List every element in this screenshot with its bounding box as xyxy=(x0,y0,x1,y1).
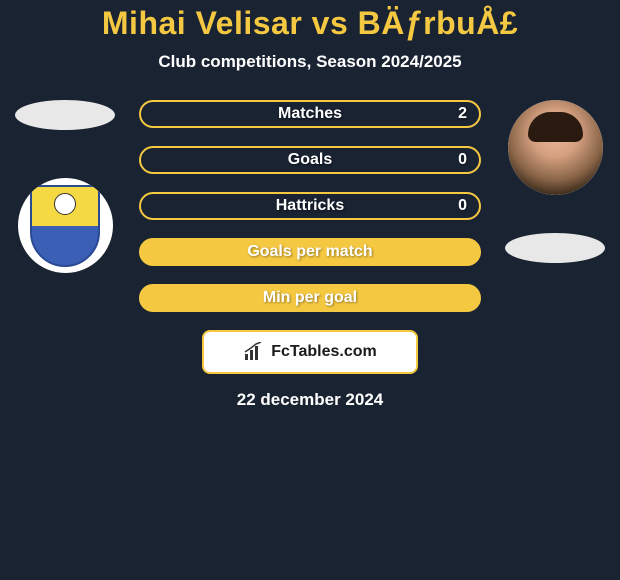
stat-right-value: 2 xyxy=(458,105,467,123)
stat-label: Goals per match xyxy=(247,243,372,261)
brand-text: FcTables.com xyxy=(271,343,377,361)
stat-label: Min per goal xyxy=(263,289,357,307)
stat-row-matches: Matches 2 xyxy=(139,100,481,128)
stat-row-min-per-goal: Min per goal xyxy=(139,284,481,312)
stat-row-goals-per-match: Goals per match xyxy=(139,238,481,266)
stat-row-hattricks: Hattricks 0 xyxy=(139,192,481,220)
stats-column: Matches 2 Goals 0 Hattricks 0 Goals per … xyxy=(139,100,481,312)
subtitle: Club competitions, Season 2024/2025 xyxy=(0,52,620,72)
petrolul-badge-icon xyxy=(30,185,100,267)
stat-label: Goals xyxy=(288,151,332,169)
main-area: Matches 2 Goals 0 Hattricks 0 Goals per … xyxy=(0,100,620,312)
chart-icon xyxy=(243,342,267,362)
date: 22 december 2024 xyxy=(0,390,620,410)
title: Mihai Velisar vs BÄƒrbuÅ£ xyxy=(0,5,620,42)
stat-right-value: 0 xyxy=(458,197,467,215)
right-player-team-badge xyxy=(505,233,605,263)
stat-right-value: 0 xyxy=(458,151,467,169)
stat-row-goals: Goals 0 xyxy=(139,146,481,174)
left-player-avatar xyxy=(15,100,115,130)
left-player-team-badge xyxy=(18,178,113,273)
left-player-column xyxy=(10,100,120,273)
player-comparison-card: Mihai Velisar vs BÄƒrbuÅ£ Club competiti… xyxy=(0,0,620,580)
right-player-avatar xyxy=(508,100,603,195)
right-player-column xyxy=(500,100,610,263)
stat-label: Hattricks xyxy=(276,197,344,215)
stat-label: Matches xyxy=(278,105,342,123)
brand-box[interactable]: FcTables.com xyxy=(202,330,418,374)
